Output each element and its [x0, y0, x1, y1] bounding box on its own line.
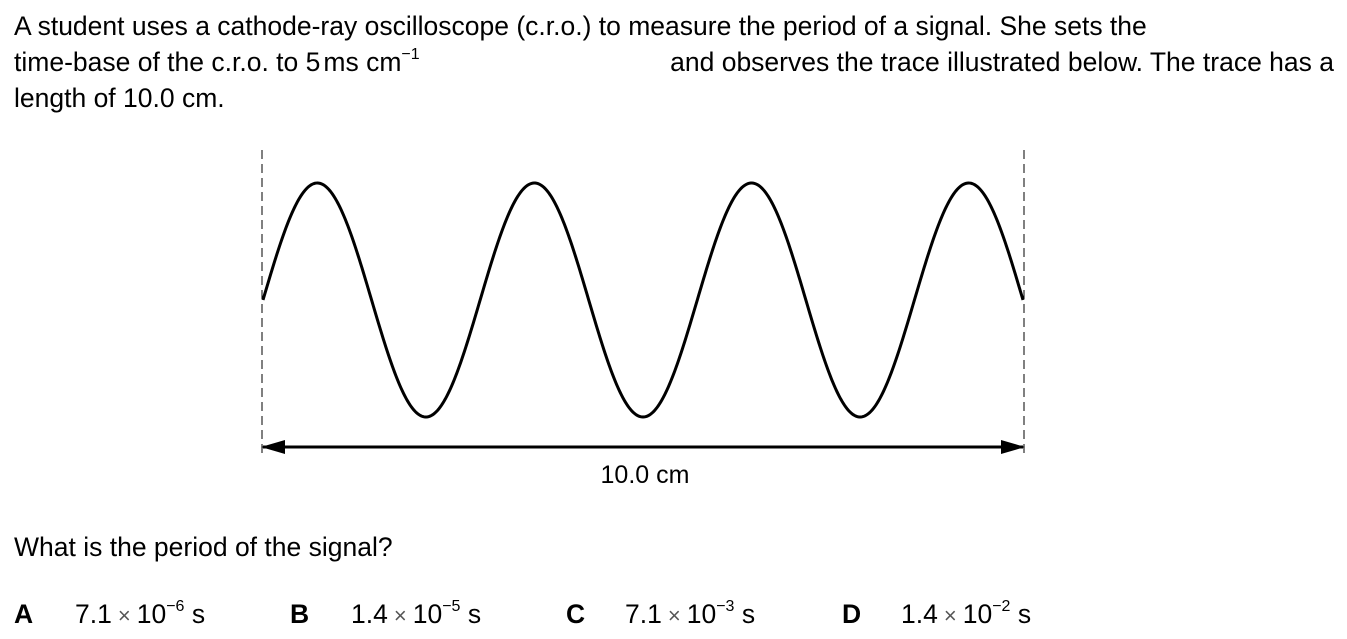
times-sign: × [117, 603, 131, 628]
intro-line-2-start: time-base of the c.r.o. to 5 ms cm−1 [14, 44, 420, 80]
option-letter: D [842, 599, 862, 629]
option-mantissa: 7.1 [75, 599, 112, 629]
option-unit: s [1017, 599, 1032, 629]
unit-exponent: −1 [401, 46, 420, 64]
option-letter: A [14, 599, 34, 629]
option-unit: s [191, 599, 206, 629]
option-letter: B [290, 599, 310, 629]
option-value: 7.1 × 10−3 s [625, 596, 755, 634]
option-exponent: −5 [442, 598, 461, 616]
times-sign: × [943, 603, 957, 628]
unit-cm: cm [366, 47, 402, 77]
intro-line-2: time-base of the c.r.o. to 5 ms cm−1 and … [14, 44, 1334, 80]
option-mantissa: 7.1 [625, 599, 662, 629]
question-intro: A student uses a cathode-ray oscilloscop… [14, 8, 1334, 116]
times-sign: × [393, 603, 407, 628]
question-prompt: What is the period of the signal? [14, 532, 393, 562]
option-unit: s [741, 599, 756, 629]
intro-line-3: length of 10.0 cm. [14, 83, 225, 113]
option-base: 10 [136, 599, 167, 629]
option-letter: C [566, 599, 586, 629]
option-value: 1.4 × 10−5 s [351, 596, 481, 634]
intro-line-2-text: time-base of the c.r.o. to 5 [14, 47, 321, 77]
option-base: 10 [412, 599, 443, 629]
signal-trace [261, 181, 1025, 419]
option-value: 1.4 × 10−2 s [901, 596, 1031, 634]
option-base: 10 [962, 599, 993, 629]
option-exponent: −6 [166, 598, 185, 616]
option-base: 10 [686, 599, 717, 629]
intro-line-2-rest: and observes the trace illustrated below… [670, 47, 1334, 77]
option-mantissa: 1.4 [901, 599, 938, 629]
option-unit: s [467, 599, 482, 629]
option-value: 7.1 × 10−6 s [75, 596, 205, 634]
option-exponent: −3 [716, 598, 735, 616]
times-sign: × [667, 603, 681, 628]
unit-ms: ms [323, 47, 359, 77]
option-exponent: −2 [992, 598, 1011, 616]
intro-line-1: A student uses a cathode-ray oscilloscop… [14, 11, 1147, 41]
option-mantissa: 1.4 [351, 599, 388, 629]
trace-length-label: 10.0 cm [601, 461, 690, 489]
